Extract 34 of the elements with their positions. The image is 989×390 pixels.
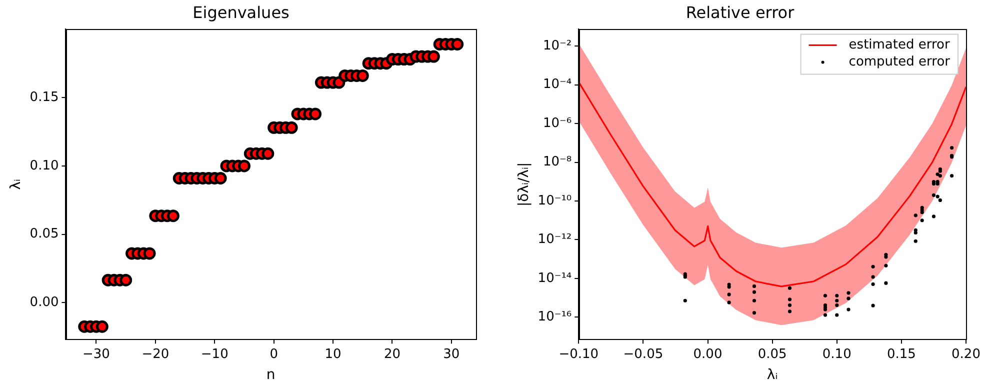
- y-tick-label: 10⁻¹²: [538, 232, 572, 248]
- x-tick-label: 0.05: [758, 346, 787, 362]
- y-tick-label: 0.00: [30, 295, 59, 310]
- y-tick-label: 0.15: [30, 90, 59, 105]
- y-tick-label: 10⁻⁶: [543, 116, 572, 131]
- legend-label: estimated error: [848, 38, 951, 53]
- x-tick-label: 0: [270, 346, 278, 362]
- x-tick-label: 0.15: [886, 346, 916, 362]
- y-axis-title: |δλᵢ/λᵢ|: [516, 162, 532, 207]
- y-tick-label: 10⁻²: [543, 38, 572, 54]
- y-tick-label: 10⁻¹⁰: [538, 193, 572, 208]
- y-tick-label: 0.10: [30, 158, 59, 174]
- x-axis-title: λᵢ: [766, 367, 778, 384]
- y-axis-title: λᵢ: [8, 179, 24, 190]
- chart-title: Eigenvalues: [192, 2, 290, 22]
- y-tick-label: 0.05: [30, 226, 59, 242]
- chart-title: Relative error: [686, 2, 795, 22]
- x-tick-label: 0.00: [693, 346, 722, 362]
- x-tick-label: −30: [82, 346, 110, 362]
- y-tick-label: 10⁻⁴: [543, 77, 572, 92]
- legend-label: computed error: [848, 54, 951, 70]
- y-tick-label: 10⁻¹⁶: [538, 310, 572, 325]
- x-tick-label: 0.20: [952, 346, 980, 362]
- x-tick-label: −0.05: [623, 346, 664, 362]
- x-tick-label: 20: [384, 346, 401, 362]
- x-tick-label: −0.10: [558, 346, 599, 362]
- x-tick-label: −20: [142, 346, 170, 362]
- x-tick-label: 30: [443, 346, 460, 362]
- x-tick-label: 10: [324, 346, 342, 362]
- x-tick-label: 0.10: [822, 346, 852, 362]
- y-tick-label: 10⁻⁸: [543, 154, 572, 170]
- x-axis-title: n: [266, 367, 276, 384]
- y-tick-label: 10⁻¹⁴: [538, 270, 572, 286]
- x-tick-label: −10: [200, 346, 228, 362]
